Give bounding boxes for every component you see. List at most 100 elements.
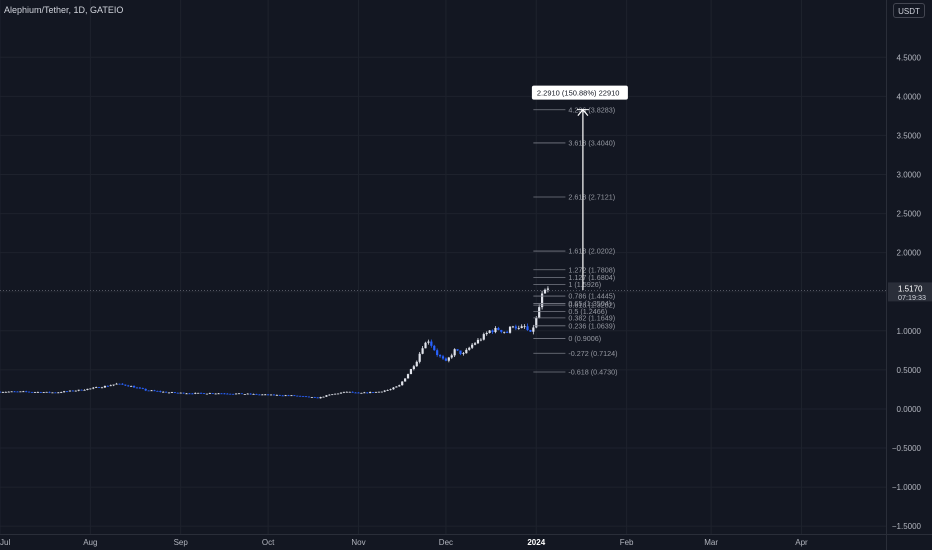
candle-body [354,392,357,394]
candle-body [412,366,415,370]
candle-body [217,393,220,395]
candle-body [4,391,7,393]
candle-body [468,347,471,350]
price-tick-label: 4.0000 [897,92,922,101]
candle-body [471,344,474,348]
candle-body [409,369,413,375]
candle-body [494,327,497,333]
candle-body [30,391,34,393]
fib-level-label: 3.618 (3.4040) [568,138,615,147]
fib-level-label: 1 (1.5926) [568,280,601,289]
candle-body [453,349,456,356]
candle-body [95,387,98,388]
candle-body [348,391,351,393]
candle-body [357,392,360,394]
candle-body [284,395,287,397]
candle-body [374,391,378,393]
candle-body [342,391,346,393]
price-tick-label: −1.5000 [892,522,922,531]
candle-body [497,327,500,330]
candle-body [508,326,512,333]
current-price-tag [888,282,932,302]
candle-body [246,393,249,395]
candle-body [275,394,278,396]
candle-body [529,330,532,332]
candle-body [427,341,430,343]
candle-body [485,332,488,335]
candle-body [202,393,206,395]
candle-body [506,331,509,333]
candle-body [500,329,503,332]
candle-body [25,391,28,393]
candle-body [211,393,214,395]
candle-body [60,392,63,394]
candle-body [514,326,517,329]
price-tick-label: 3.5000 [897,131,922,140]
fib-level-label: 0.236 (1.0639) [568,321,615,330]
candle-body [86,388,89,390]
time-tick-label: Jul [0,538,10,547]
candle-body [392,387,395,390]
candle-body [503,331,506,333]
candle-body [465,349,468,354]
candle-body [331,394,334,396]
candle-body [535,317,538,328]
time-axis[interactable]: Jul Aug Sep Oct Nov Dec 2024 Feb Mar Apr [0,534,932,548]
time-tick-label: Nov [351,538,365,547]
candle-body [173,392,176,394]
candle-body [258,394,261,396]
candle-body [106,385,109,387]
candle-body [42,392,45,394]
symbol-title[interactable]: Alephium/Tether, 1D, GATEIO [4,5,124,15]
fib-level-label: 1.618 (2.0202) [568,247,615,256]
candle-body [57,392,60,394]
candle-body [97,387,101,388]
candle-body [386,389,389,391]
candle-body [182,392,185,394]
candle-body [33,392,37,393]
candle-body [135,387,139,389]
candle-body [526,326,529,331]
candle-body [7,391,10,393]
time-tick-label: Dec [439,538,453,547]
price-tick-label: 0.0000 [897,405,922,414]
fib-level-label: 0.618 (1.3282) [568,301,615,310]
candle-body [264,394,267,396]
candle-body [302,396,305,397]
candle-body [16,391,19,393]
candle-body [255,393,258,395]
price-tick-label: 4.5000 [897,53,922,62]
time-tick-label: Oct [262,538,275,547]
currency-button[interactable]: USDT [893,3,925,18]
candle-body [444,358,448,361]
price-axis[interactable]: 4.50004.00003.50003.00002.50002.00001.50… [886,0,932,550]
candle-body [380,391,383,393]
time-tick-label: 2024 [527,538,545,547]
candle-body [310,397,313,398]
candle-body [296,395,299,397]
candle-body [336,393,340,395]
candle-body [80,389,83,391]
price-range-measure[interactable]: 2.2910 (150.88%) 22910 [531,85,628,291]
candle-body [401,381,404,386]
candle-body [339,392,343,394]
fib-level-label: 0 (0.9006) [568,334,601,343]
candle-body [141,388,144,389]
candle-body [121,383,124,385]
candle-body [165,391,168,393]
fibonacci-extension[interactable]: 4.236 (3.8283) 3.618 (3.4040) 2.618 (2.712… [533,105,618,376]
candle-body [240,393,244,395]
candle-body [162,391,165,393]
candle-body [447,357,450,361]
candle-body [170,392,174,394]
candle-body [226,393,229,395]
candle-body [127,385,130,387]
fib-level-label: 0.786 (1.4445) [568,292,615,301]
price-tick-label: 3.0000 [897,170,922,179]
candle-body [208,393,211,395]
candle-body [36,392,39,393]
candle-body [511,326,515,328]
candle-body [179,392,182,394]
candle-body [418,353,421,362]
